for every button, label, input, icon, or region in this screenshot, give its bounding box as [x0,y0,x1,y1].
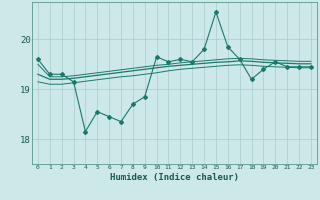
X-axis label: Humidex (Indice chaleur): Humidex (Indice chaleur) [110,173,239,182]
